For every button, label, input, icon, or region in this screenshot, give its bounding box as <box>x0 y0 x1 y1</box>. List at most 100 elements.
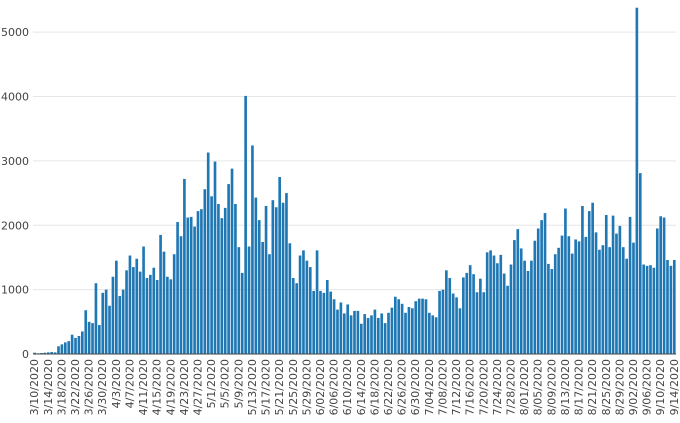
bar <box>322 292 326 354</box>
x-tick-label: 5/25/2020 <box>287 359 300 415</box>
bar <box>489 250 492 354</box>
bar <box>363 314 367 354</box>
bar <box>672 260 676 354</box>
x-tick-label: 8/21/2020 <box>586 359 599 415</box>
bar <box>312 290 315 354</box>
bar <box>587 211 591 354</box>
bar <box>591 202 594 354</box>
y-axis-ticks: 0 1000 2000 3000 4000 5000 <box>1 26 29 361</box>
bar <box>506 285 509 354</box>
bar <box>166 276 169 354</box>
bar <box>295 283 298 354</box>
x-tick-label: 8/01/2020 <box>518 359 531 415</box>
bar <box>635 7 639 354</box>
bar <box>104 289 108 354</box>
x-tick-label: 9/14/2020 <box>668 359 680 415</box>
bar <box>424 299 428 354</box>
bar <box>43 352 47 354</box>
x-tick-label: 8/09/2020 <box>545 359 558 415</box>
bar <box>138 271 142 354</box>
bar <box>550 269 554 354</box>
bar <box>492 255 496 354</box>
y-tick-label: 0 <box>22 348 29 361</box>
bar <box>441 289 445 354</box>
bar <box>149 274 152 354</box>
bar <box>230 168 234 354</box>
bar <box>325 279 329 354</box>
bar <box>291 278 295 354</box>
x-tick-label: 5/1/2020 <box>205 359 218 408</box>
x-tick-label: 7/24/2020 <box>491 359 504 415</box>
bar <box>50 352 54 354</box>
bar <box>186 217 190 354</box>
bar <box>438 290 441 354</box>
bar <box>428 312 431 354</box>
bar <box>274 207 278 354</box>
x-tick-label: 5/9/2020 <box>232 359 245 408</box>
x-tick-label: 4/23/2020 <box>178 359 191 415</box>
bar <box>359 323 363 354</box>
bar <box>421 298 424 354</box>
bar <box>394 296 397 354</box>
bar <box>98 325 101 354</box>
bar <box>526 270 530 354</box>
x-tick-label: 9/10/2020 <box>654 359 667 415</box>
bar <box>94 283 98 354</box>
x-tick-label: 6/22/2020 <box>382 359 395 415</box>
x-tick-label: 6/14/2020 <box>355 359 368 415</box>
bar <box>516 229 520 354</box>
bar <box>257 220 261 354</box>
bar <box>366 317 370 354</box>
bar <box>411 308 414 354</box>
bar <box>46 352 50 354</box>
bar <box>567 236 571 354</box>
bar <box>298 255 302 354</box>
bar <box>417 298 421 354</box>
bar <box>523 260 526 354</box>
bar <box>581 205 584 354</box>
x-tick-label: 6/26/2020 <box>396 359 409 415</box>
bar <box>625 258 628 354</box>
bar <box>608 247 611 354</box>
bar <box>434 317 438 354</box>
bar <box>445 270 448 354</box>
bar <box>376 317 380 354</box>
bar <box>63 342 67 354</box>
bar <box>598 249 601 354</box>
x-tick-label: 8/13/2020 <box>559 359 572 415</box>
y-tick-label: 5000 <box>1 26 29 39</box>
bar <box>108 305 111 354</box>
bar <box>179 236 183 354</box>
bar <box>278 177 281 354</box>
y-tick-label: 1000 <box>1 284 29 297</box>
bar <box>455 297 458 354</box>
bar <box>193 226 196 354</box>
bar <box>519 248 523 354</box>
x-tick-label: 4/7/2020 <box>123 359 136 408</box>
bar <box>645 265 649 354</box>
bar <box>302 250 305 354</box>
x-tick-label: 7/20/2020 <box>477 359 490 415</box>
bar <box>329 291 333 354</box>
bar <box>380 313 384 354</box>
x-tick-label: 5/13/2020 <box>246 359 259 415</box>
bar <box>111 276 115 354</box>
bar <box>594 232 598 354</box>
bar <box>210 196 213 354</box>
bar <box>145 278 149 354</box>
bar <box>336 309 339 354</box>
x-tick-label: 7/04/2020 <box>423 359 436 415</box>
bar <box>240 272 244 354</box>
x-tick-label: 7/12/2020 <box>450 359 463 415</box>
bar <box>475 292 479 354</box>
bar <box>458 308 462 354</box>
x-tick-label: 4/19/2020 <box>164 359 177 415</box>
bar <box>485 252 489 354</box>
x-tick-label: 6/10/2020 <box>341 359 354 415</box>
x-tick-label: 4/27/2020 <box>192 359 205 415</box>
y-tick-label: 2000 <box>1 219 29 232</box>
bar <box>513 240 516 354</box>
bar <box>135 258 139 354</box>
bar <box>288 243 292 354</box>
bar <box>60 344 64 354</box>
